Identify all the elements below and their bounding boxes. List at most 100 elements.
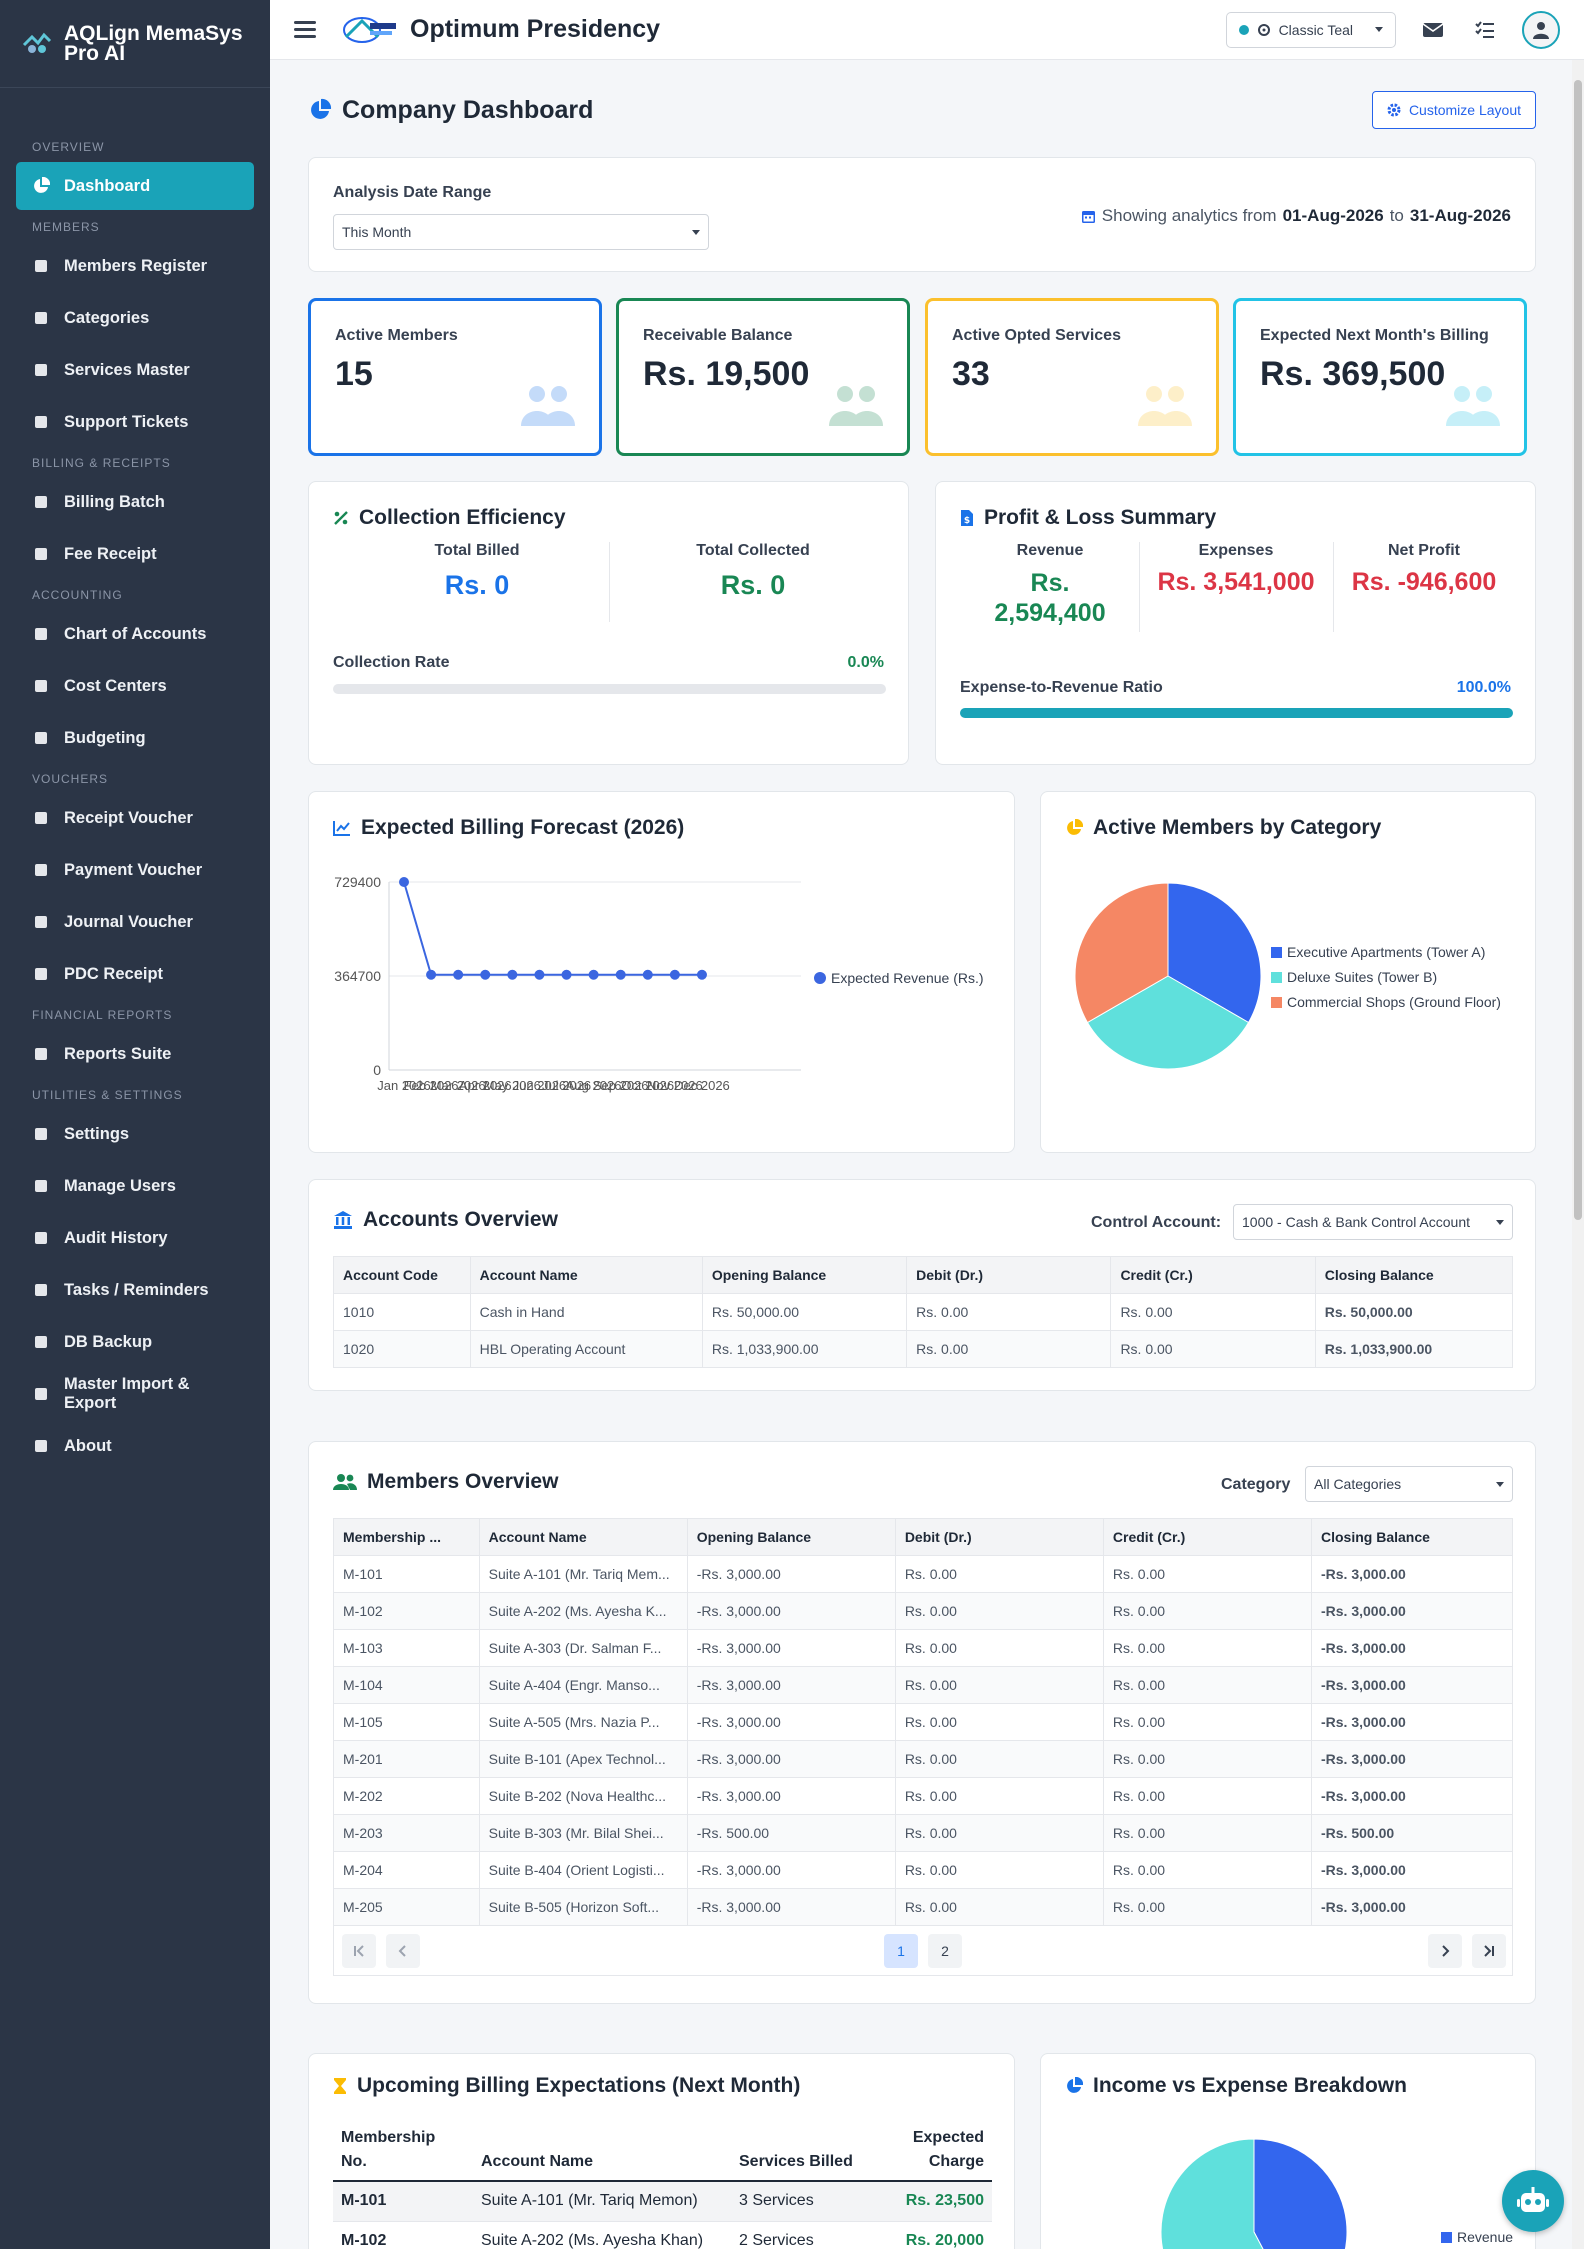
scrollbar-thumb[interactable] xyxy=(1574,80,1582,1220)
first-page-button[interactable] xyxy=(342,1934,376,1968)
last-page-button[interactable] xyxy=(1472,1934,1506,1968)
data-point[interactable] xyxy=(615,969,626,980)
user-avatar[interactable] xyxy=(1522,10,1560,49)
sidebar-item-budgeting[interactable]: Budgeting xyxy=(16,714,254,762)
sidebar-item-pdc-receipt[interactable]: PDC Receipt xyxy=(16,950,254,998)
table-row[interactable]: M-202 Suite B-202 (Nova Healthc... -Rs. 3,… xyxy=(333,1777,1513,1815)
data-point[interactable] xyxy=(399,877,409,887)
data-point[interactable] xyxy=(669,969,680,980)
table-row[interactable]: M-203 Suite B-303 (Mr. Bilal Shei... -Rs. … xyxy=(333,1814,1513,1852)
column-header[interactable]: Closing Balance xyxy=(1314,1256,1514,1294)
legend-label[interactable]: Commercial Shops (Ground Floor) xyxy=(1287,994,1501,1010)
sidebar-item-settings[interactable]: Settings xyxy=(16,1110,254,1158)
sidebar-item-fee-receipt[interactable]: Fee Receipt xyxy=(16,530,254,578)
sidebar-item-services-master[interactable]: Services Master xyxy=(16,346,254,394)
data-point[interactable] xyxy=(507,969,518,980)
table-cell: -Rs. 500.00 xyxy=(1311,1814,1513,1852)
table-row[interactable]: M-105 Suite A-505 (Mrs. Nazia P... -Rs. 3,… xyxy=(333,1703,1513,1741)
table-row[interactable]: M-102 Suite A-202 (Ms. Ayesha K... -Rs. 3,… xyxy=(333,1592,1513,1630)
messages-button[interactable] xyxy=(1418,15,1448,45)
control-account-select[interactable]: 1000 - Cash & Bank Control Account xyxy=(1233,1204,1513,1240)
menu-toggle-icon[interactable] xyxy=(294,19,316,41)
sidebar-item-billing-batch[interactable]: Billing Batch xyxy=(16,478,254,526)
table-row[interactable]: M-103 Suite A-303 (Dr. Salman F... -Rs. 3,… xyxy=(333,1629,1513,1667)
column-header[interactable]: Account Name xyxy=(478,1518,688,1556)
table-row[interactable]: M-205 Suite B-505 (Horizon Soft... -Rs. 3,… xyxy=(333,1888,1513,1926)
x-tick-label: May 2026 xyxy=(484,1078,541,1093)
data-point[interactable] xyxy=(480,969,491,980)
date-range-select[interactable]: This Month xyxy=(333,214,709,250)
column-header[interactable]: Credit (Cr.) xyxy=(1110,1256,1316,1294)
page-button-2[interactable]: 2 xyxy=(928,1934,962,1968)
page-scrollbar[interactable] xyxy=(1572,60,1584,2249)
column-header[interactable]: Debit (Dr.) xyxy=(894,1518,1104,1556)
sidebar-item-label: Dashboard xyxy=(64,176,151,195)
table-row[interactable]: M-101 Suite A-101 (Mr. Tariq Mem... -Rs. 3… xyxy=(333,1555,1513,1593)
sidebar-item-reports-suite[interactable]: Reports Suite xyxy=(16,1030,254,1078)
sidebar-item-payment-voucher[interactable]: Payment Voucher xyxy=(16,846,254,894)
table-row[interactable]: M-101 Suite A-101 (Mr. Tariq Memon) 3 Serv… xyxy=(333,2181,992,2222)
pie-slice[interactable] xyxy=(1160,2138,1297,2249)
data-point[interactable] xyxy=(426,969,437,980)
next-page-button[interactable] xyxy=(1428,1934,1462,1968)
sidebar-item-members-register[interactable]: Members Register xyxy=(16,242,254,290)
data-point[interactable] xyxy=(561,969,572,980)
sidebar-item-dashboard[interactable]: Dashboard xyxy=(16,162,254,210)
sidebar-item-manage-users[interactable]: Manage Users xyxy=(16,1162,254,1210)
table-row[interactable]: M-104 Suite A-404 (Engr. Manso... -Rs. 3,0… xyxy=(333,1666,1513,1704)
sidebar-item-db-backup[interactable]: DB Backup xyxy=(16,1318,254,1366)
data-point[interactable] xyxy=(696,969,707,980)
prev-page-button[interactable] xyxy=(386,1934,420,1968)
pie-slice[interactable] xyxy=(1074,882,1169,1024)
table-row[interactable]: 1010 Cash in Hand Rs. 50,000.00 Rs. 0.00 Rs.… xyxy=(333,1293,1514,1331)
column-header[interactable]: Credit (Cr.) xyxy=(1102,1518,1313,1556)
sidebar-item-journal-voucher[interactable]: Journal Voucher xyxy=(16,898,254,946)
legend-label[interactable]: Executive Apartments (Tower A) xyxy=(1287,944,1485,960)
pie-slice[interactable] xyxy=(1253,2138,1348,2249)
column-header[interactable]: Membership No. xyxy=(333,2120,473,2182)
category-filter-select[interactable]: All Categories xyxy=(1305,1466,1513,1502)
sidebar-item-cost-centers[interactable]: Cost Centers xyxy=(16,662,254,710)
column-header[interactable]: Opening Balance xyxy=(686,1518,896,1556)
column-header[interactable]: Membership ... xyxy=(333,1518,480,1556)
table-row[interactable]: M-204 Suite B-404 (Orient Logisti... -Rs. … xyxy=(333,1851,1513,1889)
customize-layout-button[interactable]: Customize Layout xyxy=(1371,91,1536,129)
chevron-down-icon xyxy=(1375,27,1383,32)
sidebar-item-tasks-reminders[interactable]: Tasks / Reminders xyxy=(16,1266,254,1314)
table-row[interactable]: M-201 Suite B-101 (Apex Technol... -Rs. 3,… xyxy=(333,1740,1513,1778)
data-point[interactable] xyxy=(534,969,545,980)
table-row[interactable]: M-102 Suite A-202 (Ms. Ayesha Khan) 2 Serv… xyxy=(333,2221,992,2249)
data-point[interactable] xyxy=(642,969,653,980)
sidebar-item-categories[interactable]: Categories xyxy=(16,294,254,342)
column-header[interactable]: Closing Balance xyxy=(1311,1518,1513,1556)
column-header[interactable]: Opening Balance xyxy=(701,1256,908,1294)
column-header[interactable]: Account Name xyxy=(469,1256,703,1294)
sidebar-item-support-tickets[interactable]: Support Tickets xyxy=(16,398,254,446)
legend-label[interactable]: Revenue xyxy=(1457,2229,1513,2245)
column-header[interactable]: Expected Charge xyxy=(891,2120,992,2182)
legend-label[interactable]: Deluxe Suites (Tower B) xyxy=(1287,969,1437,985)
sidebar-item-about[interactable]: About xyxy=(16,1422,254,1470)
sidebar-item-master-import-export[interactable]: Master Import & Export xyxy=(16,1370,254,1418)
column-header[interactable]: Account Code xyxy=(333,1256,471,1294)
percent-icon xyxy=(334,511,348,525)
theme-select[interactable]: Classic Teal xyxy=(1225,11,1396,48)
tasks-button[interactable] xyxy=(1470,15,1500,45)
column-header[interactable]: Account Name xyxy=(473,2120,731,2182)
page-button-1[interactable]: 1 xyxy=(884,1934,918,1968)
sidebar-item-receipt-voucher[interactable]: Receipt Voucher xyxy=(16,794,254,842)
column-header[interactable]: Debit (Dr.) xyxy=(906,1256,1112,1294)
ai-assistant-button[interactable] xyxy=(1502,2170,1564,2232)
table-row[interactable]: 1020 HBL Operating Account Rs. 1,033,900.0… xyxy=(333,1330,1514,1368)
brand[interactable]: AQLign MemaSys Pro AI xyxy=(0,0,270,88)
pie-slice[interactable] xyxy=(1167,882,1262,1024)
sidebar-item-chart-of-accounts[interactable]: Chart of Accounts xyxy=(16,610,254,658)
pie-slice[interactable] xyxy=(1086,975,1250,1070)
gear-icon xyxy=(32,1125,50,1143)
sidebar-item-audit-history[interactable]: Audit History xyxy=(16,1214,254,1262)
legend-label[interactable]: Expected Revenue (Rs.) xyxy=(831,970,984,986)
column-header[interactable]: Services Billed xyxy=(731,2120,891,2182)
data-point[interactable] xyxy=(453,969,464,980)
data-point[interactable] xyxy=(588,969,599,980)
table-cell: M-102 xyxy=(333,2221,473,2249)
